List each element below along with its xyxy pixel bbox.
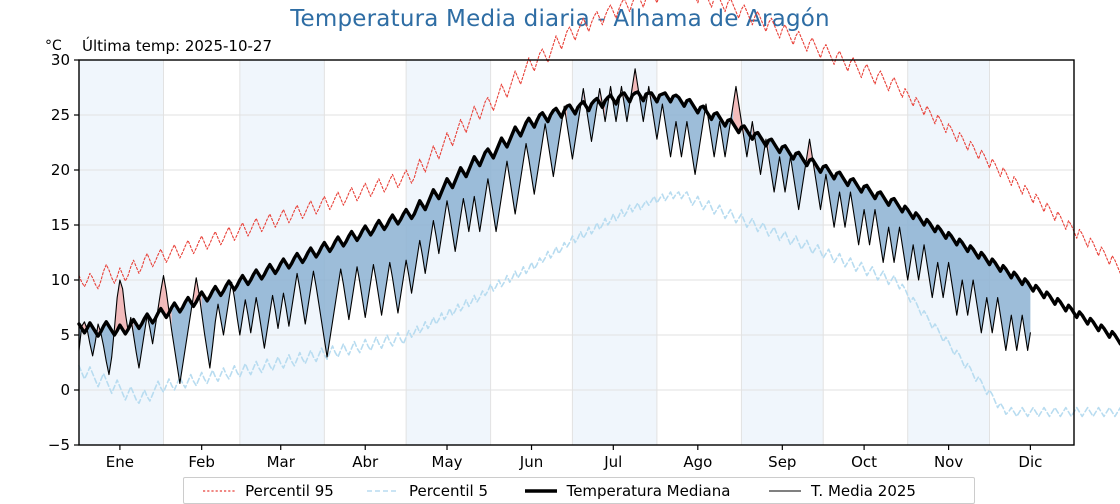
month-band: [79, 60, 164, 445]
x-tick-label: Ene: [106, 453, 134, 471]
y-tick-label: 15: [51, 216, 70, 234]
legend-item-2[interactable]: Temperatura Mediana: [502, 478, 752, 503]
legend-swatch-line: [524, 488, 557, 493]
fill-above-median: [632, 68, 641, 104]
fill-below-median: [171, 295, 194, 384]
legend-swatch-line: [366, 489, 399, 492]
last-temp-label: Última temp: 2025-10-27: [82, 37, 273, 55]
x-tick-label: Jul: [603, 453, 622, 471]
legend-swatch-line: [769, 489, 802, 492]
x-tick-label: Sep: [768, 453, 796, 471]
fill-above-median: [193, 277, 202, 313]
x-tick-label: Dic: [1018, 453, 1042, 471]
fill-below-median: [87, 322, 99, 356]
y-tick-label: 30: [51, 51, 70, 69]
fill-below-median: [234, 106, 565, 357]
fill-below-median: [815, 163, 1031, 351]
fill-below-median: [201, 281, 232, 368]
series-percentil-5: [78, 191, 1120, 418]
y-tick-label: 0: [60, 381, 70, 399]
y-tick-label: −5: [48, 436, 70, 454]
fill-above-median: [806, 139, 816, 175]
x-tick-label: Abr: [352, 453, 379, 471]
series-t-media-2025: [78, 68, 1031, 384]
y-tick-label: 5: [60, 326, 70, 344]
y-axis-unit-label: °C: [45, 38, 62, 54]
legend-label: Temperatura Mediana: [566, 481, 731, 500]
x-tick-label: May: [432, 453, 463, 471]
y-tick-label: 10: [51, 271, 70, 289]
fill-below-median: [624, 86, 633, 122]
x-tick-label: Feb: [188, 453, 215, 471]
legend-item-3[interactable]: T. Media 2025: [752, 478, 932, 503]
series-percentil-95: [78, 0, 1120, 290]
month-band: [406, 60, 491, 445]
page-title: Temperatura Media diaria - Alhama de Ara…: [290, 6, 830, 32]
x-tick-label: Ago: [683, 453, 712, 471]
x-tick-label: Oct: [851, 453, 877, 471]
legend-label: Percentil 95: [245, 481, 334, 500]
legend-item-0[interactable]: Percentil 95: [184, 478, 352, 503]
month-band: [572, 60, 657, 445]
y-tick-label: 20: [51, 161, 70, 179]
fill-below-median: [100, 321, 115, 375]
x-tick-label: Nov: [934, 453, 963, 471]
fill-below-median: [586, 88, 600, 142]
x-tick-label: Jun: [519, 453, 543, 471]
x-tick-label: Mar: [267, 453, 296, 471]
legend-swatch-line: [203, 489, 236, 492]
plot-frame: [78, 59, 1075, 446]
legend-item-1[interactable]: Percentil 5: [352, 478, 502, 503]
month-band: [741, 60, 824, 445]
legend-label: T. Media 2025: [811, 481, 916, 500]
y-tick-label: 25: [51, 106, 70, 124]
legend-label: Percentil 5: [408, 481, 489, 500]
